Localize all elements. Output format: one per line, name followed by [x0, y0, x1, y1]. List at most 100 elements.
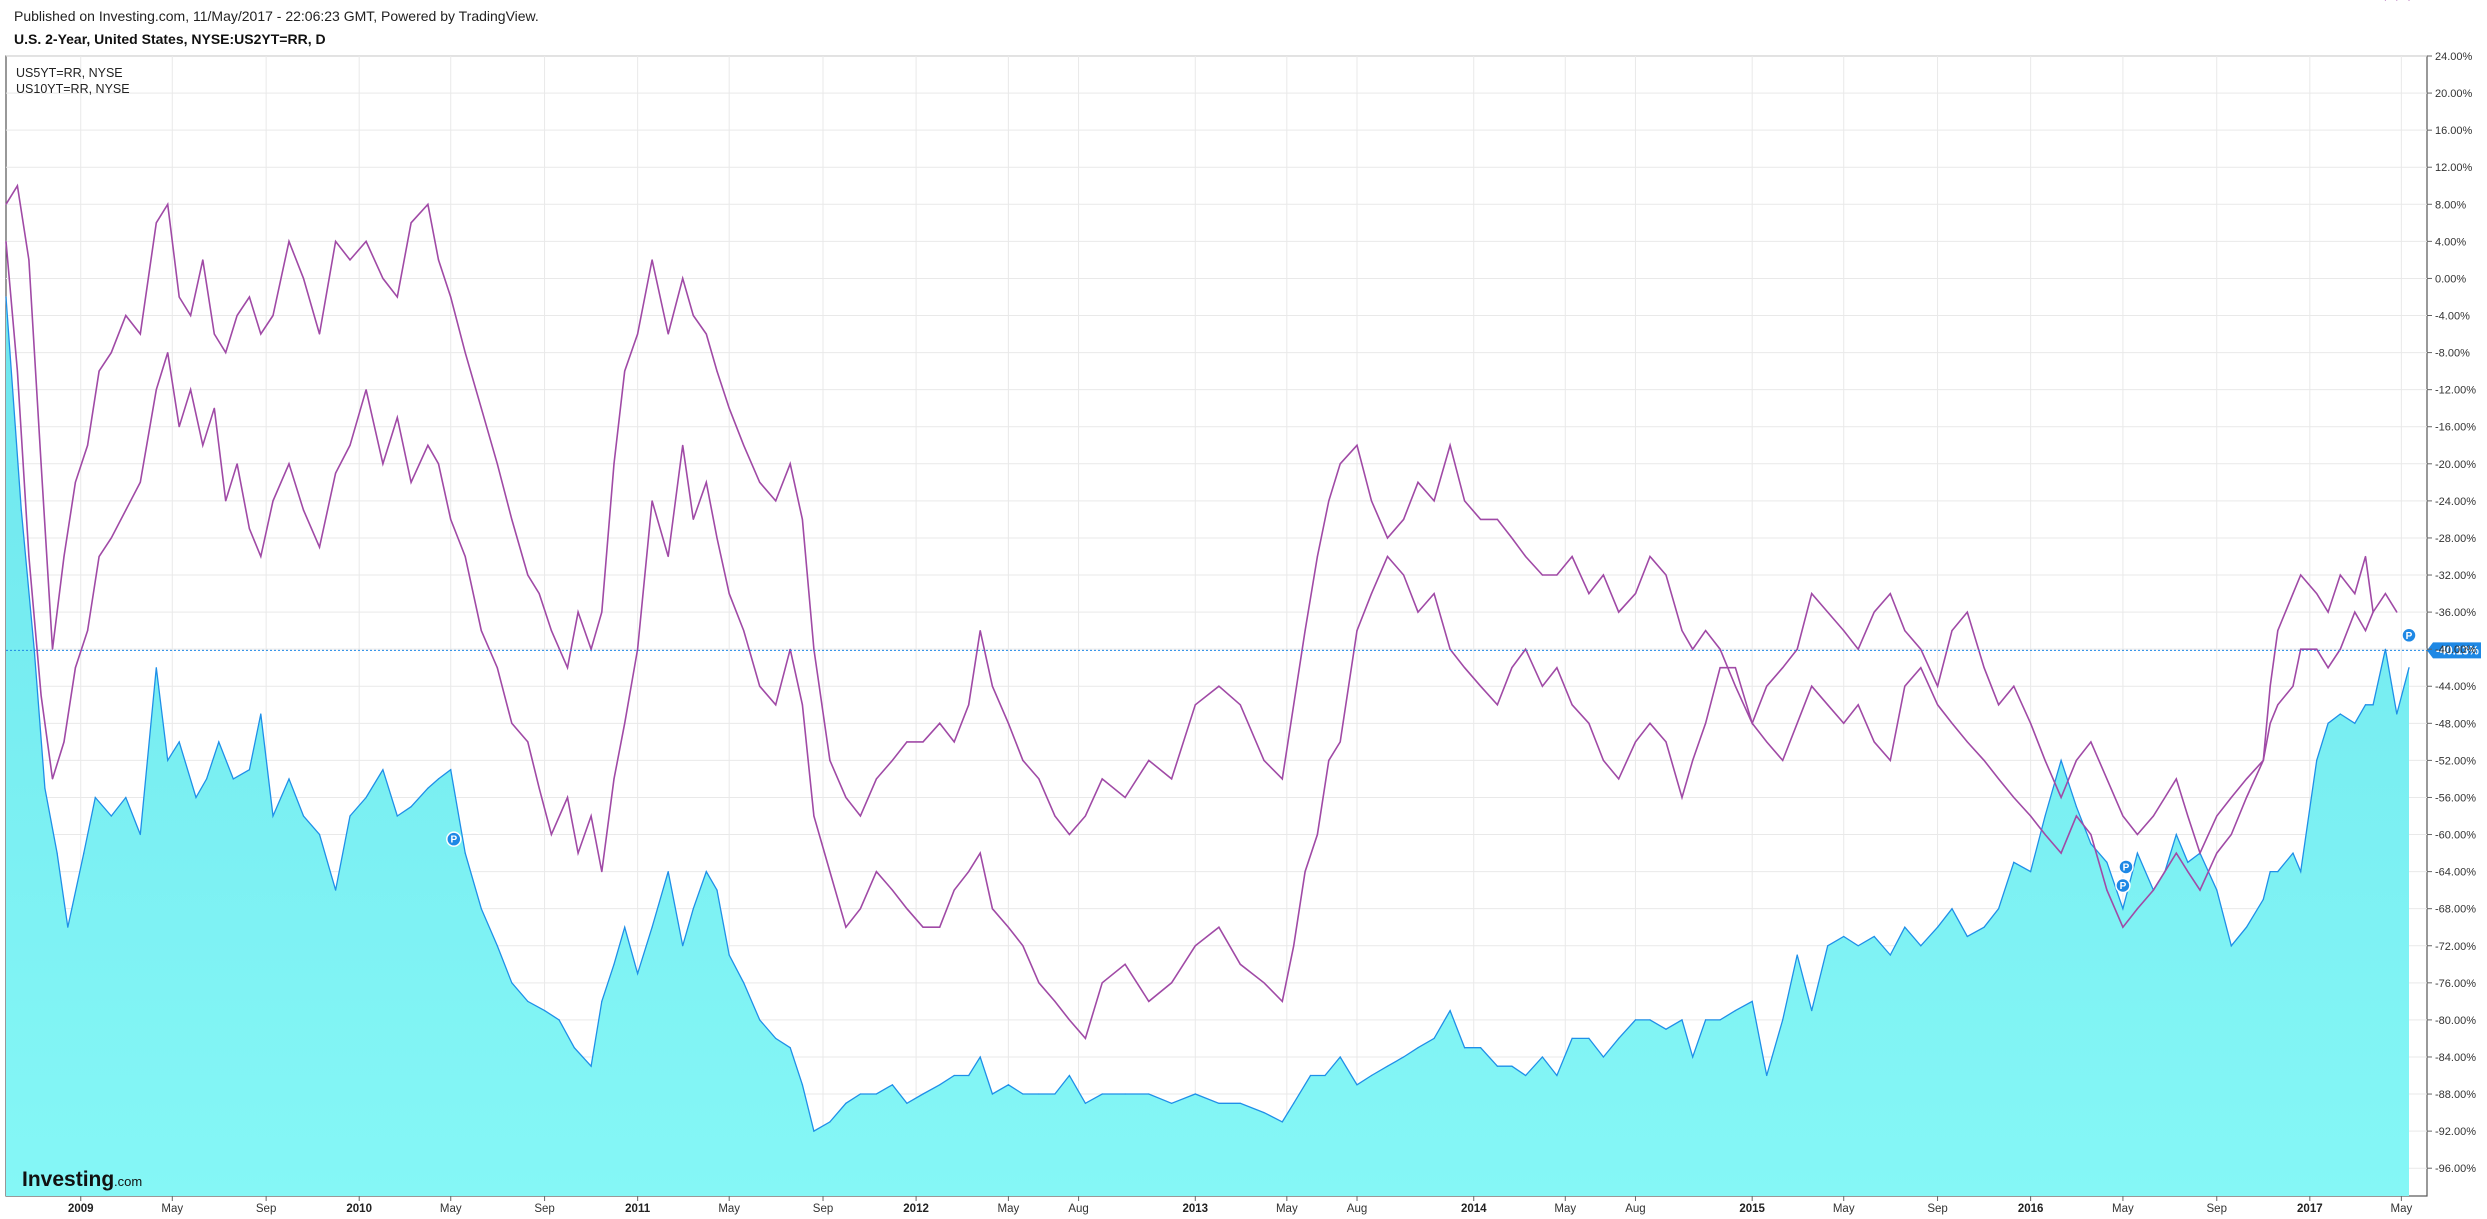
- line-us5yt-point: [813, 815, 815, 817]
- area-point: [1873, 935, 1875, 938]
- line-us5yt-point: [1433, 593, 1435, 595]
- area-fill-us2yt: [6, 297, 2409, 1196]
- area-point: [759, 1019, 761, 1021]
- line-us5yt-point: [178, 426, 180, 428]
- event-marker[interactable]: P: [2115, 877, 2131, 894]
- line-us10yt-point: [496, 463, 498, 465]
- line-us5yt-point: [511, 722, 513, 724]
- current-value-layer: -40.13%: [6, 642, 2481, 659]
- line-us5yt-point: [2175, 852, 2177, 854]
- event-marker[interactable]: P: [2401, 627, 2417, 644]
- line-us10yt-point: [1782, 667, 1784, 669]
- area-point: [716, 889, 718, 891]
- line-us10yt-point: [1101, 778, 1103, 780]
- y-tick-label: -48.00%: [2435, 718, 2476, 730]
- x-tick-label: 2015: [1739, 1203, 1765, 1215]
- line-us5yt-point: [1692, 759, 1694, 762]
- x-tick-label: Aug: [1625, 1203, 1645, 1215]
- y-tick-label: -52.00%: [2435, 755, 2476, 767]
- area-point: [2075, 806, 2077, 808]
- line-us5yt-point: [1649, 722, 1651, 724]
- line-us10yt-point: [1692, 648, 1694, 650]
- area-point: [801, 1084, 804, 1086]
- line-us10yt-point: [1811, 593, 1813, 595]
- area-point: [1496, 1065, 1498, 1067]
- area-point: [1464, 1047, 1466, 1049]
- line-us5yt-point: [2075, 815, 2077, 817]
- x-tick-label: 2017: [2297, 1203, 2323, 1215]
- area-point: [979, 1056, 981, 1058]
- line-us10yt-point: [1618, 611, 1620, 613]
- line-us10yt-point: [1068, 833, 1070, 836]
- area-point: [1370, 1074, 1373, 1077]
- x-tick-label: 2012: [903, 1203, 929, 1215]
- line-us5yt-point: [98, 555, 100, 558]
- area-point: [2262, 898, 2264, 901]
- line-us10yt-point: [1920, 648, 1922, 650]
- area-point: [178, 741, 180, 743]
- line-us10yt-point: [2292, 593, 2294, 595]
- y-tick-label: -16.00%: [2435, 422, 2476, 434]
- line-us5yt-point: [496, 667, 498, 669]
- line-us5yt-point: [87, 630, 89, 632]
- area-point: [248, 769, 250, 771]
- line-us10yt-point: [759, 481, 761, 483]
- line-us10yt-point: [1588, 593, 1590, 595]
- line-us5yt-point: [1556, 667, 1558, 669]
- area-point: [1719, 1019, 1721, 1021]
- area-point: [2245, 926, 2248, 928]
- line-us5yt-point: [1068, 1019, 1070, 1021]
- line-us10yt-point: [667, 333, 669, 335]
- y-tick-label: 12.00%: [2435, 162, 2473, 174]
- event-marker-label: P: [2120, 881, 2127, 892]
- line-us10yt-point: [511, 518, 513, 521]
- line-us10yt-point: [1571, 555, 1573, 558]
- event-marker[interactable]: P: [446, 831, 462, 847]
- y-tick-label: -80.00%: [2435, 1015, 2476, 1027]
- line-us5yt-point: [1370, 593, 1373, 595]
- area-point: [1194, 1093, 1196, 1095]
- line-us5yt-point: [74, 667, 76, 669]
- area-point: [2277, 871, 2279, 873]
- x-tick-label: 2010: [346, 1203, 372, 1215]
- line-us10yt-point: [318, 333, 321, 335]
- event-marker[interactable]: P: [2118, 859, 2134, 875]
- area-point: [1038, 1093, 1040, 1095]
- line-us10yt-point: [624, 370, 626, 372]
- area-point: [1403, 1056, 1405, 1058]
- area-line-us2yt: [5, 296, 2410, 1133]
- line-us10yt-point: [2269, 685, 2271, 687]
- line-us10yt-point: [2384, 593, 2386, 595]
- line-us5yt-point: [16, 370, 18, 372]
- line-us5yt-point: [1464, 667, 1466, 669]
- line-us10yt-point: [775, 500, 777, 502]
- line-us10yt-point: [167, 203, 169, 205]
- line-us10yt-point: [1634, 593, 1637, 595]
- line-us10yt-point: [566, 667, 569, 669]
- line-us5yt-point: [1983, 759, 1985, 762]
- area-point: [1857, 945, 1859, 947]
- line-us5yt-point: [1857, 704, 1859, 706]
- line-us5yt-point: [991, 908, 994, 910]
- line-us5yt-point: [1316, 833, 1318, 836]
- line-us10yt-point: [1370, 500, 1373, 502]
- line-us5yt-point: [349, 444, 351, 446]
- line-us5yt-point: [1588, 722, 1590, 724]
- line-us10yt-point: [2136, 833, 2138, 836]
- y-tick-label: -60.00%: [2435, 830, 2476, 842]
- line-us5yt-point: [1054, 1000, 1056, 1003]
- area-point: [991, 1093, 994, 1095]
- line-us10yt-point: [2152, 815, 2154, 817]
- line-us10yt-point: [63, 555, 65, 558]
- line-us5yt-point: [743, 630, 745, 632]
- area-point: [1525, 1074, 1527, 1077]
- line-us5yt-point: [1782, 759, 1784, 762]
- line-us10yt-point: [40, 463, 42, 465]
- line-us10yt-point: [577, 611, 579, 613]
- area-point: [891, 1084, 894, 1086]
- area-point: [44, 787, 46, 789]
- line-us5yt-point: [1038, 982, 1040, 984]
- line-us5yt-point: [1541, 685, 1543, 687]
- line-us5yt-point: [2060, 852, 2062, 854]
